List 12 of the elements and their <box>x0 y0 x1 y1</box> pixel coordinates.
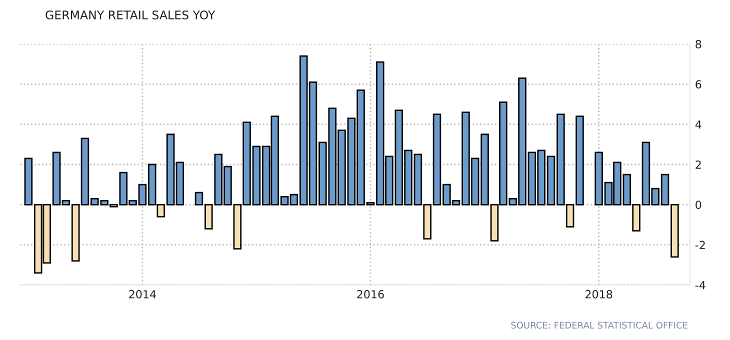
x-tick-label: 2018 <box>585 290 612 298</box>
source-note: SOURCE: FEDERAL STATISTICAL OFFICE <box>511 322 688 329</box>
chart-title: GERMANY RETAIL SALES YOY <box>46 10 216 20</box>
y-tick-label: 0 <box>696 200 702 210</box>
x-tick-label: 2016 <box>357 290 384 298</box>
y-tick-label: 2 <box>696 160 701 169</box>
y-tick-label: 8 <box>696 40 702 48</box>
x-tick-label: 2014 <box>129 290 156 298</box>
y-tick-label: 4 <box>695 120 702 129</box>
y-tick-label: -2 <box>695 240 705 250</box>
y-tick-label: -4 <box>695 281 706 290</box>
y-tick-label: 6 <box>696 80 702 89</box>
